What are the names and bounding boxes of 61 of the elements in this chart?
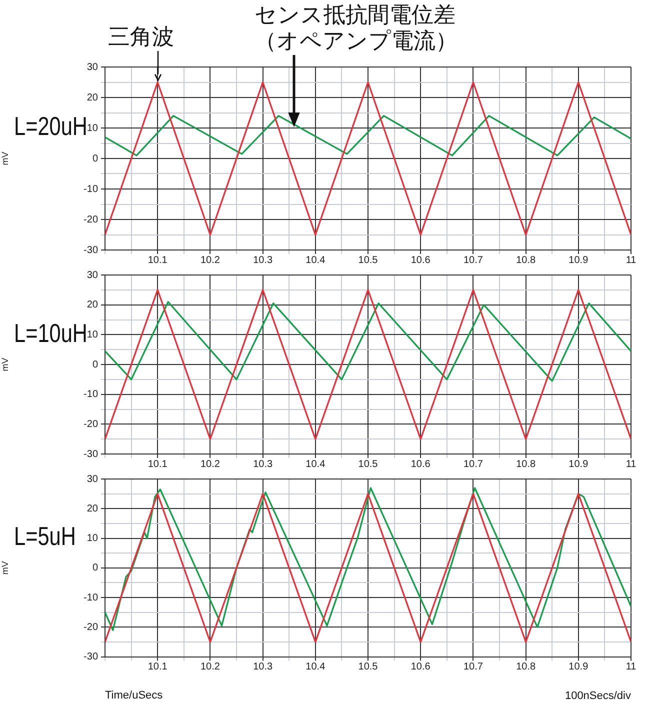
x-tick-label: 10.2 bbox=[200, 458, 220, 470]
x-tick-label: 10.5 bbox=[358, 458, 378, 470]
x-tick-label: 10.7 bbox=[463, 254, 484, 266]
annotation: 三角波 bbox=[108, 24, 174, 50]
x-tick-label: 10.8 bbox=[516, 662, 536, 673]
x-tick-label: 10.6 bbox=[410, 662, 431, 673]
x-tick-label: 10.4 bbox=[306, 254, 326, 266]
x-tick-label: 10.1 bbox=[148, 254, 168, 266]
x-tick-label: 11 bbox=[626, 458, 637, 470]
x-tick-label: 10.9 bbox=[568, 254, 589, 266]
y-tick-label: 20 bbox=[86, 300, 98, 311]
text: 100nSecs/div bbox=[564, 690, 631, 702]
y-tick-label: -20 bbox=[84, 622, 98, 633]
y-tick-label: 10 bbox=[86, 329, 98, 340]
y-tick-label: 0 bbox=[92, 562, 98, 574]
y-tick-label: 30 bbox=[86, 62, 98, 73]
x-tick-label: 10.4 bbox=[306, 458, 326, 470]
x-tick-label: 10.7 bbox=[463, 458, 484, 470]
y-tick-label: -10 bbox=[84, 592, 98, 604]
y-tick-label: 20 bbox=[86, 92, 98, 104]
y-tick-label: -30 bbox=[84, 448, 98, 460]
y-tick-label: 10 bbox=[86, 122, 98, 134]
y-tick-label: -10 bbox=[84, 389, 98, 400]
y-axis-title: mV bbox=[0, 561, 10, 575]
x-tick-label: 10.7 bbox=[463, 662, 484, 673]
y-tick-label: 10 bbox=[86, 533, 98, 544]
x-tick-label: 10.3 bbox=[253, 662, 273, 673]
x-tick-label: 10.5 bbox=[358, 662, 378, 673]
x-axis-title: Time/uSecs bbox=[105, 689, 164, 702]
text: センス抵抗間電位差（オペアンプ電流） bbox=[254, 2, 458, 54]
x-tick-label: 10.8 bbox=[516, 458, 536, 470]
x-tick-label: 10.2 bbox=[200, 254, 220, 266]
x-tick-label: 10.9 bbox=[568, 662, 589, 673]
y-tick-label: 0 bbox=[92, 359, 98, 370]
y-tick-label: 30 bbox=[86, 270, 98, 281]
x-tick-label: 10.9 bbox=[568, 458, 589, 470]
y-tick-label: -10 bbox=[84, 184, 98, 195]
x-tick-label: 10.5 bbox=[358, 254, 378, 266]
y-tick-label: -20 bbox=[84, 214, 98, 226]
y-tick-label: 0 bbox=[92, 153, 98, 164]
x-tick-label: 10.2 bbox=[200, 662, 220, 673]
x-tick-label: 10.6 bbox=[410, 254, 431, 266]
y-axis-title: mV bbox=[0, 152, 10, 166]
text: L=10uH bbox=[14, 318, 88, 349]
text: L=20uH bbox=[14, 111, 88, 142]
x-tick-label: 10.6 bbox=[410, 458, 431, 470]
x-tick-label: 10.1 bbox=[148, 662, 168, 673]
x-tick-label: 10.1 bbox=[148, 458, 168, 470]
text: L=5uH bbox=[14, 521, 76, 552]
y-tick-label: -30 bbox=[84, 652, 98, 663]
x-tick-label: 10.3 bbox=[253, 458, 273, 470]
y-axis-title: mV bbox=[0, 358, 10, 372]
y-tick-label: -20 bbox=[84, 418, 98, 430]
y-tick-label: -30 bbox=[84, 244, 98, 256]
y-tick-label: 20 bbox=[86, 503, 98, 514]
x-tick-label: 10.4 bbox=[306, 662, 326, 673]
x-tick-label: 10.8 bbox=[516, 254, 536, 266]
y-tick-label: 30 bbox=[86, 474, 98, 485]
x-tick-label: 10.3 bbox=[253, 254, 273, 266]
x-tick-label: 11 bbox=[626, 662, 637, 673]
x-tick-label: 11 bbox=[626, 254, 637, 266]
